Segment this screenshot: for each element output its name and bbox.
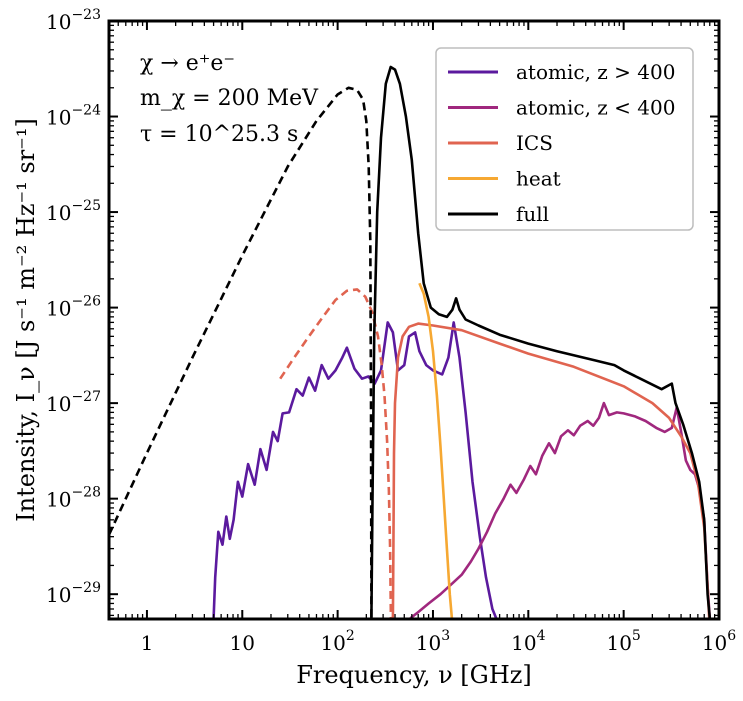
x-tick-label: 102 (320, 628, 354, 655)
x-tick-label: 105 (606, 628, 640, 655)
y-tick-label: 10−29 (46, 580, 101, 607)
x-tick-label: 10 (230, 631, 255, 655)
x-axis-title: Frequency, ν [GHz] (296, 661, 532, 689)
legend-label: heat (516, 167, 561, 191)
y-axis-title: Intensity, I_ν [J s⁻¹ m⁻² Hz⁻¹ sr⁻¹] (12, 118, 40, 522)
plot-frame (107, 19, 721, 621)
x-tick-label: 106 (702, 628, 736, 655)
legend-box (435, 47, 694, 231)
legend-label: atomic, z > 400 (516, 60, 675, 84)
annotation-lifetime: τ = 10^25.3 s (140, 122, 298, 147)
y-tick-label: 10−28 (46, 485, 101, 512)
series-line-ics-solid (391, 322, 711, 619)
series-line-ics-dashed (279, 288, 393, 619)
y-tick-label: 10−25 (46, 198, 101, 225)
series-line-full-dashed (109, 86, 373, 619)
annotation-mass: m_χ = 200 MeV (140, 86, 319, 111)
y-tick-label: 10−27 (46, 389, 101, 416)
legend-label: full (516, 202, 549, 226)
y-tick-label: 10−26 (46, 294, 101, 321)
y-tick-label: 10−24 (46, 103, 101, 130)
series-line-heat-solid (418, 282, 454, 619)
x-tick-label: 103 (416, 628, 450, 655)
series-line-atomic-z-400-solid (409, 401, 712, 619)
x-tick-label: 1 (141, 631, 154, 655)
series-line-full-solid (370, 65, 712, 619)
series-line-atomic-z-400-solid (212, 321, 498, 619)
legend-label: atomic, z < 400 (516, 96, 675, 120)
y-tick-label: 10−23 (46, 7, 101, 34)
legend-label: ICS (516, 131, 553, 155)
legend: atomic, z > 400 atomic, z < 400 ICS heat ful… (435, 47, 694, 231)
series-layer (109, 65, 712, 619)
annotation-decay: χ → e⁺e⁻ (140, 51, 235, 76)
x-tick-label: 104 (511, 628, 545, 655)
